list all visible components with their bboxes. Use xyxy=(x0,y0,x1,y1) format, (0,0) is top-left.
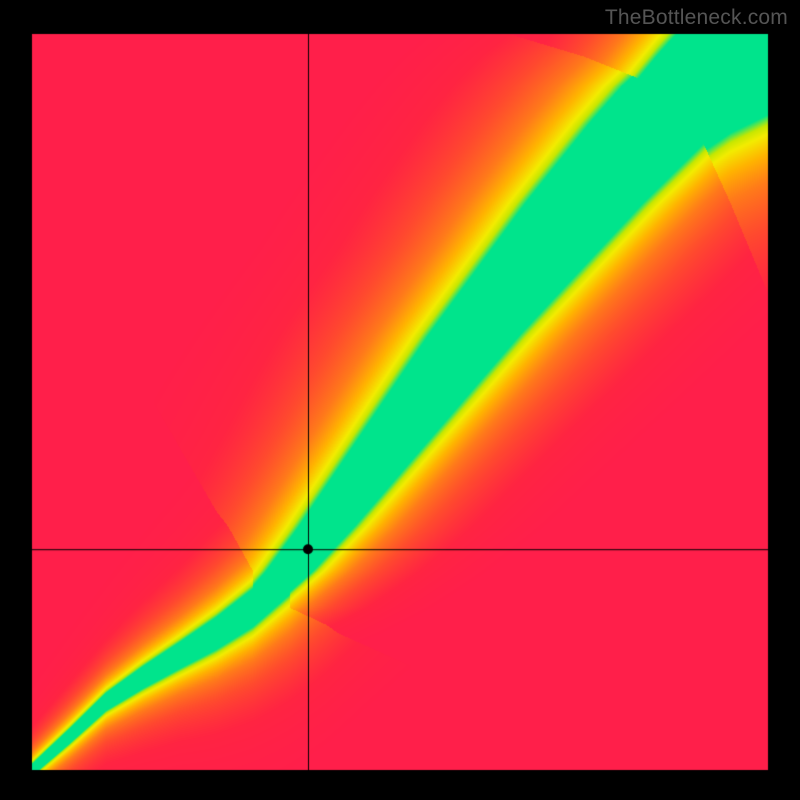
watermark-label: TheBottleneck.com xyxy=(605,6,788,30)
bottleneck-heatmap xyxy=(0,0,800,800)
chart-container: TheBottleneck.com xyxy=(0,0,800,800)
